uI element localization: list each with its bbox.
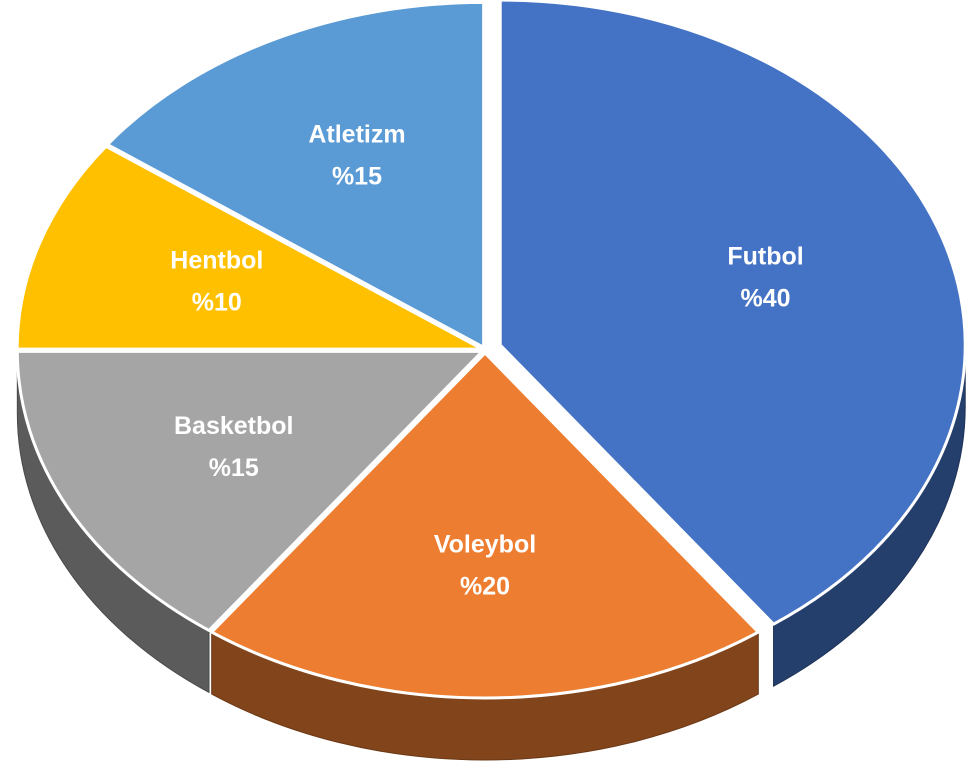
slice-value-label: %10 (192, 289, 242, 317)
slice-value-label: %20 (460, 573, 510, 601)
slice (15, 144, 484, 351)
slice-category-label: Futbol (727, 243, 803, 271)
slice-value-label: %15 (332, 162, 382, 190)
slice-category-label: Atletizm (308, 120, 405, 148)
slice (105, 0, 486, 349)
slice-value-label: %15 (209, 454, 259, 482)
slice-category-label: Basketbol (174, 412, 293, 440)
slice-tops (15, 0, 967, 700)
slice (498, 0, 967, 626)
slice-category-label: Hentbol (170, 247, 263, 275)
slice (15, 349, 484, 632)
slice-labels: Futbol %40 Voleybol %20 Basketbol %15 Hentbol%… (170, 120, 803, 600)
slice-value-label: %40 (741, 285, 791, 313)
slice-category-label: Voleybol (434, 531, 536, 559)
slice (210, 351, 760, 700)
